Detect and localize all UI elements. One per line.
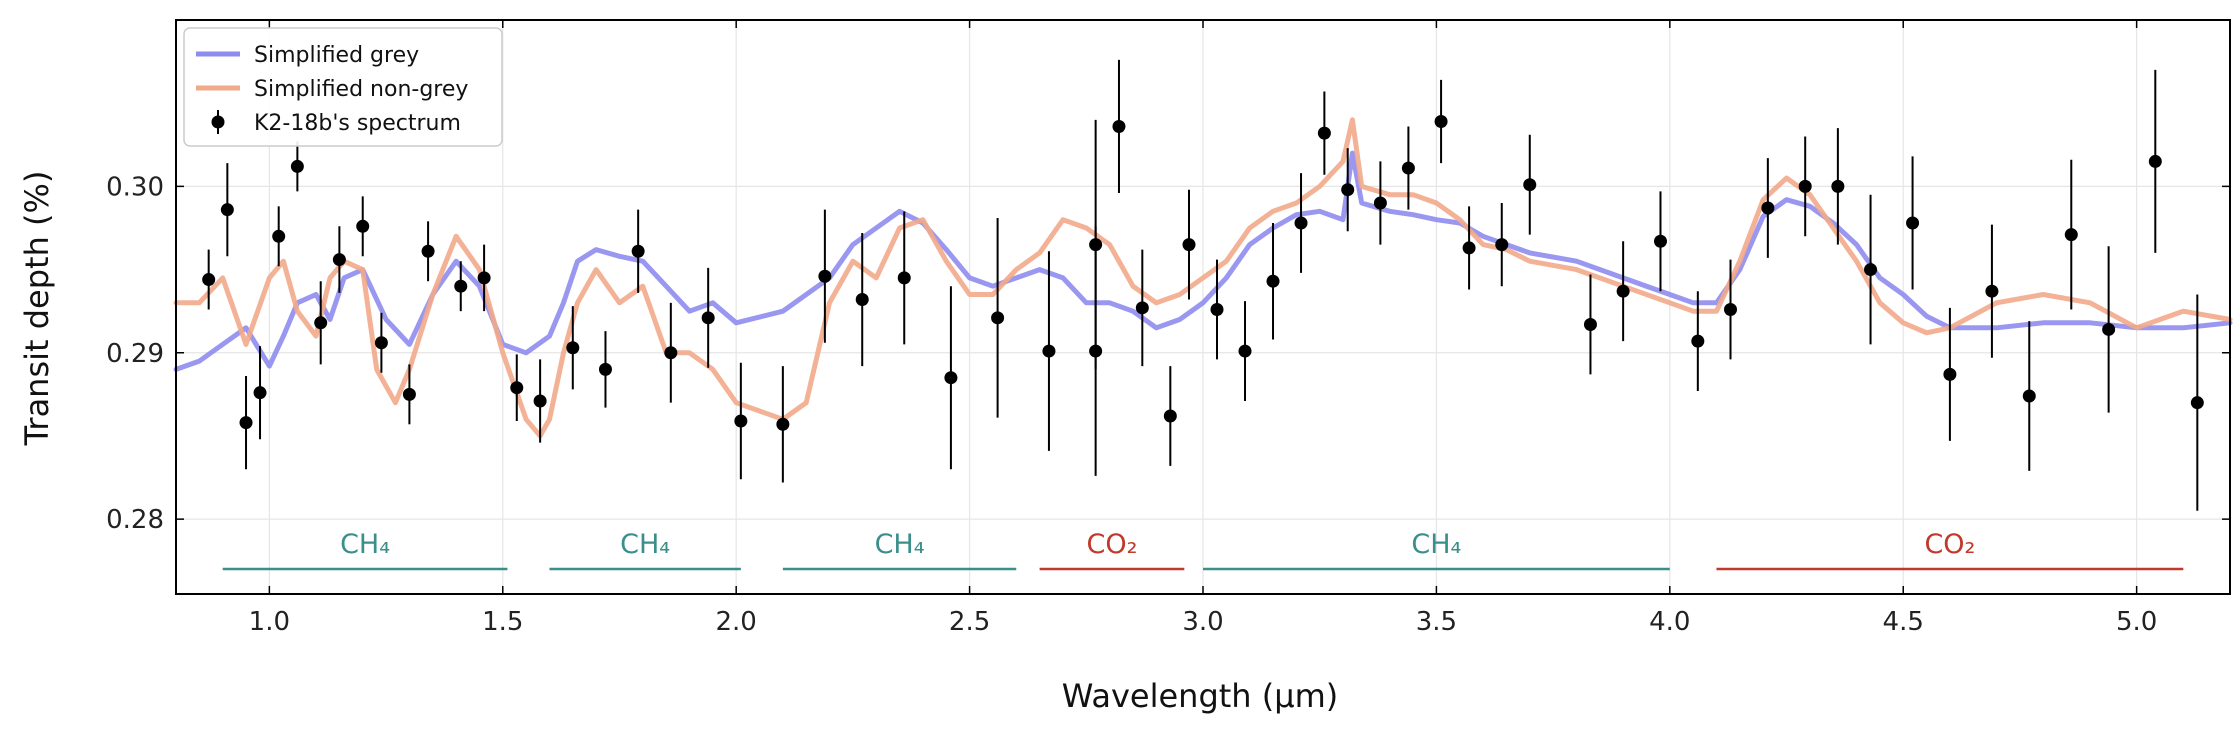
data-point-12 [454,279,468,293]
legend-entry-2: K2-18b's spectrum [254,111,461,136]
data-point-34 [1182,238,1196,252]
data-point-44 [1462,241,1476,255]
band-label-0: CH₄ [340,529,390,560]
band-label-4: CH₄ [1411,529,1461,560]
x-axis-ticks: 1.0 1.5 2.0 2.5 3.0 3.5 4.0 4.5 5.0 [249,20,2157,637]
legend-entry-0: Simplified grey [254,43,419,68]
data-point-5 [290,159,304,173]
data-point-15 [533,394,547,408]
data-point-0 [202,273,216,287]
x-tick-label-2: 2.0 [716,607,757,637]
x-tick-label-3: 2.5 [949,607,990,637]
band-label-1: CH₄ [620,529,670,560]
data-point-18 [631,244,645,258]
x-tick-label-5: 3.5 [1416,607,1457,637]
band-label-5: CO₂ [1924,529,1975,560]
data-point-50 [1691,334,1705,348]
data-point-2 [239,416,253,430]
molecule-bands: CH₄ CH₄ CH₄ CO₂ CH₄ CO₂ [222,529,2184,571]
data-point-40 [1341,183,1355,197]
y-axis-ticks: 0.28 0.29 0.30 [106,172,2230,535]
data-point-1 [220,203,234,217]
spectrum-points [202,59,2204,511]
data-point-39 [1317,126,1331,140]
legend: Simplified grey Simplified non-grey K2-18b… [183,27,503,147]
data-point-49 [1653,234,1667,248]
data-point-8 [356,219,370,233]
data-point-38 [1294,216,1308,230]
data-point-45 [1495,238,1509,252]
x-tick-label-7: 4.5 [1883,607,1924,637]
x-axis-label: Wavelength (μm) [1062,677,1339,715]
data-point-51 [1724,302,1738,316]
data-point-31 [1112,119,1126,133]
x-tick-label-0: 1.0 [249,607,290,637]
data-point-14 [510,381,524,395]
data-point-22 [776,417,790,431]
data-point-37 [1266,274,1280,288]
data-point-62 [2148,154,2162,168]
data-point-25 [897,271,911,285]
data-point-20 [701,311,715,325]
data-point-27 [991,311,1005,325]
data-point-48 [1616,284,1630,298]
data-point-28 [1042,344,1056,358]
data-point-21 [734,414,748,428]
data-point-7 [332,253,346,267]
data-point-3 [253,386,267,400]
data-point-13 [477,271,491,285]
data-point-57 [1943,367,1957,381]
data-point-11 [421,244,435,258]
data-point-17 [598,362,612,376]
data-point-33 [1163,409,1177,423]
data-point-36 [1238,344,1252,358]
model-lines [173,117,2233,439]
x-tick-label-1: 1.5 [482,607,523,637]
data-point-24 [855,293,869,307]
data-point-16 [566,341,580,355]
data-point-42 [1401,161,1415,175]
y-axis-label: Transit depth (%) [18,171,56,447]
data-point-53 [1798,179,1812,193]
legend-box [183,27,503,147]
data-point-59 [2022,389,2036,403]
legend-swatch-point [211,115,225,129]
data-point-32 [1135,301,1149,315]
data-point-47 [1583,317,1597,331]
series-line-0 [173,150,2233,372]
data-point-54 [1831,179,1845,193]
data-point-35 [1210,302,1224,316]
data-point-60 [2064,228,2078,242]
grid [176,20,2230,594]
data-point-55 [1864,263,1878,277]
data-point-58 [1985,284,1999,298]
data-point-26 [944,371,958,385]
data-point-43 [1434,114,1448,128]
data-point-46 [1523,178,1537,192]
data-point-4 [272,229,286,243]
y-tick-label-1: 0.29 [106,339,164,369]
data-point-41 [1373,196,1387,210]
data-point-19 [664,346,678,360]
data-point-9 [374,336,388,350]
data-point-30 [1089,344,1103,358]
legend-entry-1: Simplified non-grey [254,77,468,102]
data-point-61 [2102,322,2116,336]
band-label-2: CH₄ [875,529,925,560]
x-tick-label-8: 5.0 [2116,607,2157,637]
series-line-1 [173,117,2233,439]
data-point-23 [818,269,832,283]
data-point-63 [2190,396,2204,410]
y-tick-label-0: 0.28 [106,505,164,535]
data-point-56 [1906,216,1920,230]
data-point-10 [402,387,416,401]
data-point-52 [1761,201,1775,215]
y-tick-label-2: 0.30 [106,172,164,202]
band-label-3: CO₂ [1087,529,1138,560]
x-tick-label-4: 3.0 [1182,607,1223,637]
x-tick-label-6: 4.0 [1649,607,1690,637]
data-point-6 [314,316,328,330]
